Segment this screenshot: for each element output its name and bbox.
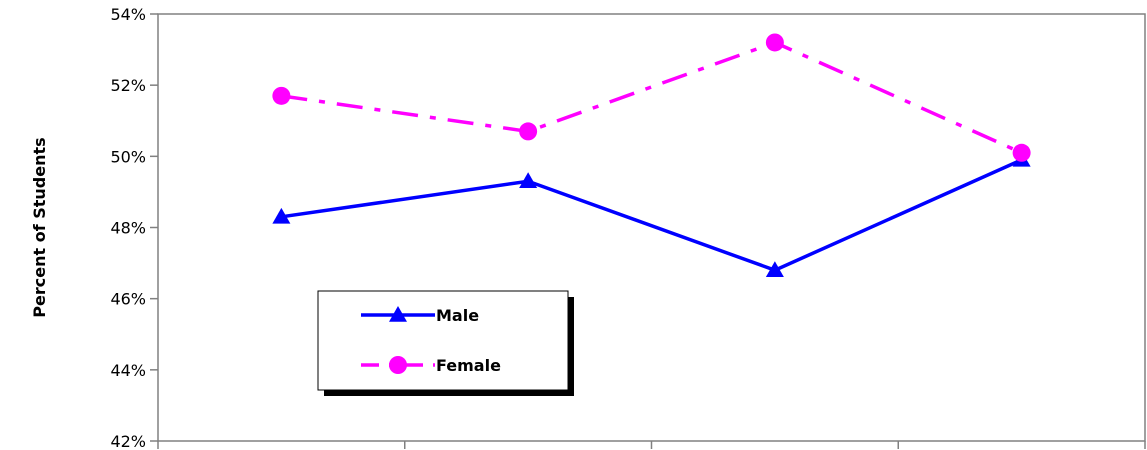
data-point-female <box>1012 143 1031 162</box>
y-axis-label: Percent of Students <box>30 137 49 317</box>
data-point-male <box>519 172 538 188</box>
legend-label-male: Male <box>436 306 479 325</box>
y-tick-label: 44% <box>110 361 146 380</box>
series-male <box>272 150 1031 277</box>
data-point-female <box>765 33 784 52</box>
series-line-female <box>281 40 1023 155</box>
data-point-female <box>272 86 291 105</box>
y-tick-label: 54% <box>110 5 146 24</box>
y-axis: 42% 44% 46% 48% 50% 52% 54% <box>110 5 158 450</box>
y-tick-label: 42% <box>110 432 146 450</box>
data-point-male <box>765 261 784 277</box>
data-point-female <box>519 122 538 141</box>
y-tick-label: 48% <box>110 219 146 238</box>
series-line-male <box>281 158 1023 273</box>
y-tick-label: 46% <box>110 290 146 309</box>
legend-box <box>317 290 569 391</box>
y-tick-label: 52% <box>110 76 146 95</box>
legend-item-female: Female <box>361 356 501 375</box>
legend-item-male: Male <box>361 306 479 325</box>
legend-items: Male Female <box>361 306 501 375</box>
series-female <box>272 33 1031 162</box>
x-axis <box>157 441 1146 449</box>
data-point-male <box>272 207 291 224</box>
legend-marker-female <box>389 356 407 374</box>
legend: Male Female <box>317 290 574 396</box>
series-group <box>272 33 1031 277</box>
legend-marker-male <box>389 306 407 322</box>
legend-label-female: Female <box>436 356 501 375</box>
y-tick-label: 50% <box>110 147 146 166</box>
